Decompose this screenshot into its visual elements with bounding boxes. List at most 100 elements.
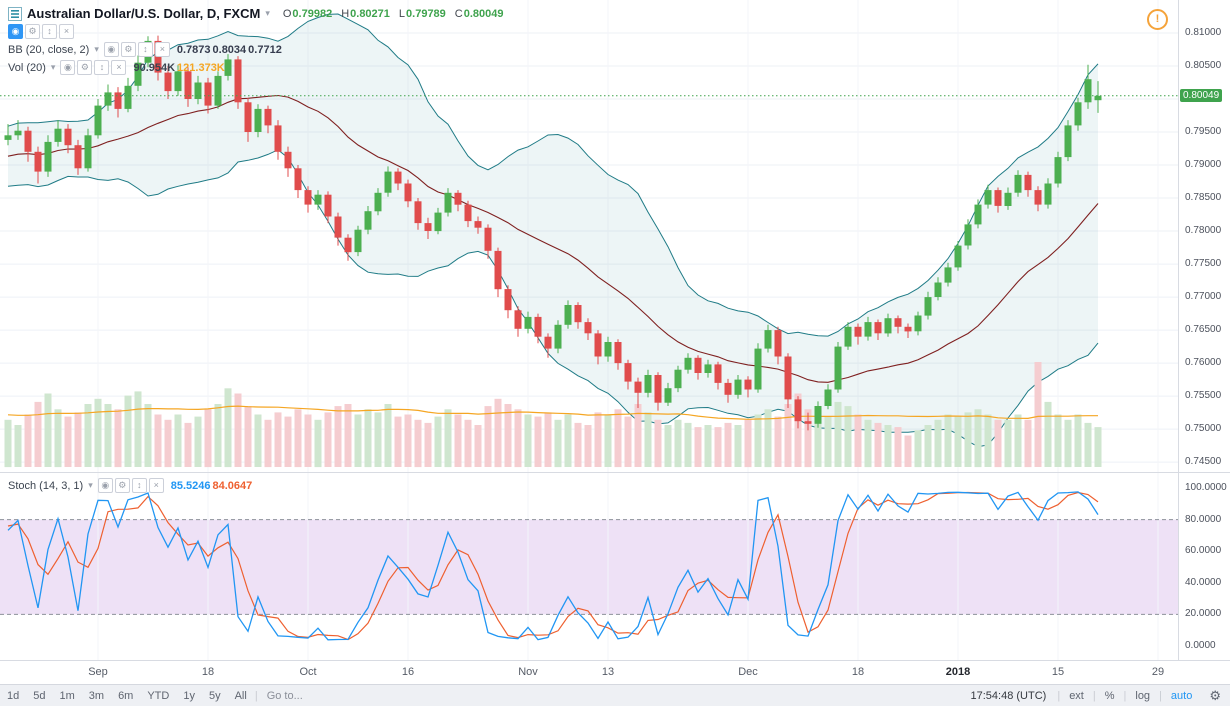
price-tick-label: 0.75500 [1185,390,1222,402]
ohlc-key: L [398,7,406,20]
pane-divider[interactable] [0,472,1230,473]
close-icon[interactable]: × [59,24,74,39]
chevron-down-icon[interactable]: ▾ [94,44,99,54]
arrows-icon[interactable]: ↕ [42,24,57,39]
ohlc-key: O [282,7,292,20]
price-tick-label: 0.80500 [1185,60,1222,71]
price-tick-label: 0.78000 [1185,225,1222,237]
eye-icon[interactable]: ◉ [8,24,23,39]
range-button-5d[interactable]: 5d [33,689,46,702]
ohlc-pair: C0.80049 [455,8,504,20]
vol-value: 90.954K [133,61,176,74]
range-buttons: 1d 5d 1m 3m 6m YTD 1y 5y All [0,690,254,702]
price-tick-label: 0.74500 [1185,456,1222,468]
ohlc-pair: H0.80271 [341,8,390,20]
price-tick-label: 0.79000 [1185,159,1222,171]
clock[interactable]: 17:54:48 (UTC) [970,689,1047,702]
range-button-1y[interactable]: 1y [183,689,195,702]
ohlc-value: 0.79789 [406,7,446,20]
arrows-icon[interactable]: ↕ [137,42,153,57]
bb-study-title[interactable]: BB (20, close, 2) [8,43,90,56]
symbol-menu-icon[interactable] [8,6,22,21]
gear-icon[interactable]: ⚙ [120,42,136,57]
price-tick-label: 0.77000 [1185,291,1222,303]
bb-value: 0.8034 [212,43,247,56]
price-tick-label: 0.81000 [1185,27,1222,38]
toolbar-divider: | [1057,689,1061,702]
eye-icon[interactable]: ◉ [60,60,76,75]
eye-icon[interactable]: ◉ [103,42,119,57]
bb-toolbar: ◉ ⚙ ↕ × [103,42,170,57]
time-tick-label: 15 [1051,666,1065,678]
mode-buttons: | ext |% | log | auto [1056,690,1200,702]
toolbar-right: 17:54:48 (UTC) | ext |% | log | auto ⚙ [961,688,1230,704]
stoch-value: 84.0647 [212,479,253,492]
main-chart-canvas[interactable] [0,0,1178,472]
close-icon[interactable]: × [111,60,127,75]
gear-icon[interactable]: ⚙ [25,24,40,39]
gear-icon[interactable]: ⚙ [77,60,93,75]
series-toolbar-row: ◉ ⚙ ↕ × [8,24,504,39]
price-axis[interactable]: 0.810000.805000.800000.795000.790000.785… [1178,0,1230,472]
ohlc-value: 0.79982 [292,7,333,20]
gear-icon[interactable]: ⚙ [114,478,130,493]
vol-toolbar: ◉ ⚙ ↕ × [60,60,127,75]
alert-icon[interactable]: ! [1147,9,1168,30]
price-tick-label: 0.75000 [1185,423,1222,435]
toolbar-divider: | [1123,689,1127,702]
range-button-1d[interactable]: 1d [7,689,20,702]
toolbar-divider: | [1092,689,1096,702]
vol-study-title[interactable]: Vol (20) [8,61,46,74]
time-axis[interactable]: Sep 18 Oct 16 Nov 13 Dec 18 2018 15 29 [0,660,1230,684]
stoch-value: 85.5246 [170,479,211,492]
series-toolbar: ◉ ⚙ ↕ × [8,24,74,39]
ohlc-value: 0.80049 [463,7,504,20]
mode-button-ext[interactable]: ext [1069,689,1084,702]
close-icon[interactable]: × [148,478,164,493]
stoch-tick-label: 80.0000 [1185,513,1222,525]
range-button-6m[interactable]: 6m [118,689,134,702]
gear-icon[interactable]: ⚙ [1209,687,1221,703]
arrows-icon[interactable]: ↕ [94,60,110,75]
vol-value: 121.373K [177,61,225,74]
legend: Australian Dollar/U.S. Dollar, D, FXCM ▾… [8,6,504,78]
time-tick-label: Sep [88,666,108,678]
vol-study-row: Vol (20) ▾ ◉ ⚙ ↕ × 90.954K 121.373K [8,60,504,75]
chevron-down-icon[interactable]: ▾ [50,62,56,72]
vol-values: 90.954K 121.373K [131,62,224,74]
arrows-icon[interactable]: ↕ [131,478,147,493]
ohlc-pair: O0.79982 [283,8,332,20]
close-icon[interactable]: × [154,42,170,57]
eye-icon[interactable]: ◉ [97,478,113,493]
stoch-study-title[interactable]: Stoch (14, 3, 1) [8,479,84,492]
price-tick-label: 0.79500 [1185,126,1222,138]
range-button-1m[interactable]: 1m [59,689,75,702]
range-button-5y[interactable]: 5y [208,689,221,702]
ohlc-key: C [454,7,463,20]
stoch-tick-label: 100.0000 [1185,482,1227,493]
price-tick-label: 0.78500 [1185,192,1222,204]
bottom-toolbar: 1d 5d 1m 3m 6m YTD 1y 5y All | Go to... 17:54:48… [0,684,1230,706]
mode-button-percent[interactable]: % [1104,689,1115,702]
symbol-title[interactable]: Australian Dollar/U.S. Dollar, D, FXCM [27,6,261,21]
range-button-3m[interactable]: 3m [88,689,105,702]
chevron-down-icon[interactable]: ▾ [265,8,270,18]
chevron-down-icon[interactable]: ▾ [88,480,93,490]
goto-button[interactable]: Go to... [266,689,303,702]
toolbar-divider: | [1159,689,1162,702]
symbol-row: Australian Dollar/U.S. Dollar, D, FXCM ▾… [8,6,504,21]
mode-button-auto[interactable]: auto [1170,689,1193,702]
bb-study-row: BB (20, close, 2) ▾ ◉ ⚙ ↕ × 0.7873 0.8034 0.7… [8,42,504,57]
stoch-values: 85.5246 84.0647 [169,480,253,492]
stoch-tick-label: 0.0000 [1185,640,1216,651]
range-button-ytd[interactable]: YTD [147,689,170,702]
stoch-chart-canvas[interactable] [0,473,1178,660]
time-tick-label: Nov [518,666,538,678]
range-button-all[interactable]: All [234,689,247,702]
time-tick-label: 2018 [945,666,971,678]
stoch-axis[interactable]: 100.0000 80.0000 60.0000 40.0000 20.0000 0.00… [1178,473,1230,660]
mode-button-log[interactable]: log [1135,689,1151,702]
time-tick-label: 18 [201,666,215,678]
time-tick-label: 18 [851,666,865,678]
